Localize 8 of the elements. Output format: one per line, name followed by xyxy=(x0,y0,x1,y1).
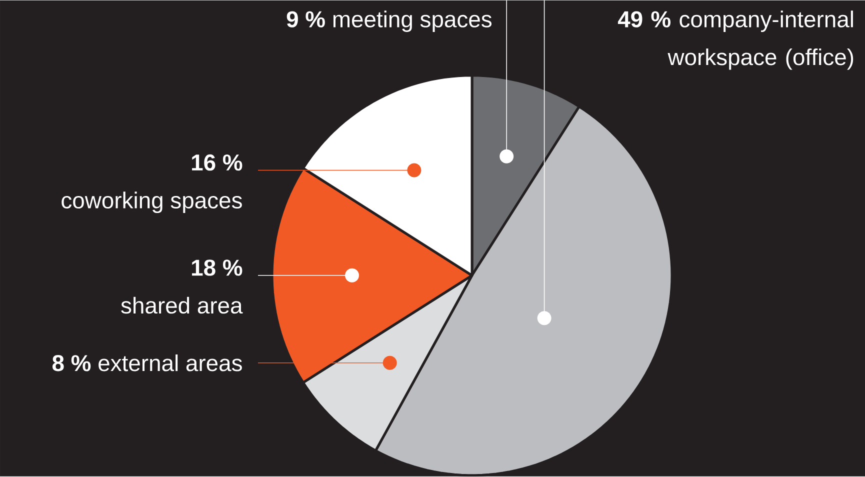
slice-label: external areas xyxy=(98,354,242,372)
data-label: 16 % xyxy=(192,154,242,171)
data-label: 8 % xyxy=(52,355,91,372)
slice-label: coworking spaces xyxy=(62,192,242,214)
data-label: 9 % xyxy=(286,11,325,28)
slice-label: shared area xyxy=(121,297,243,314)
slice-label: meeting spaces xyxy=(333,10,492,32)
data-label: 18 % xyxy=(192,260,242,276)
